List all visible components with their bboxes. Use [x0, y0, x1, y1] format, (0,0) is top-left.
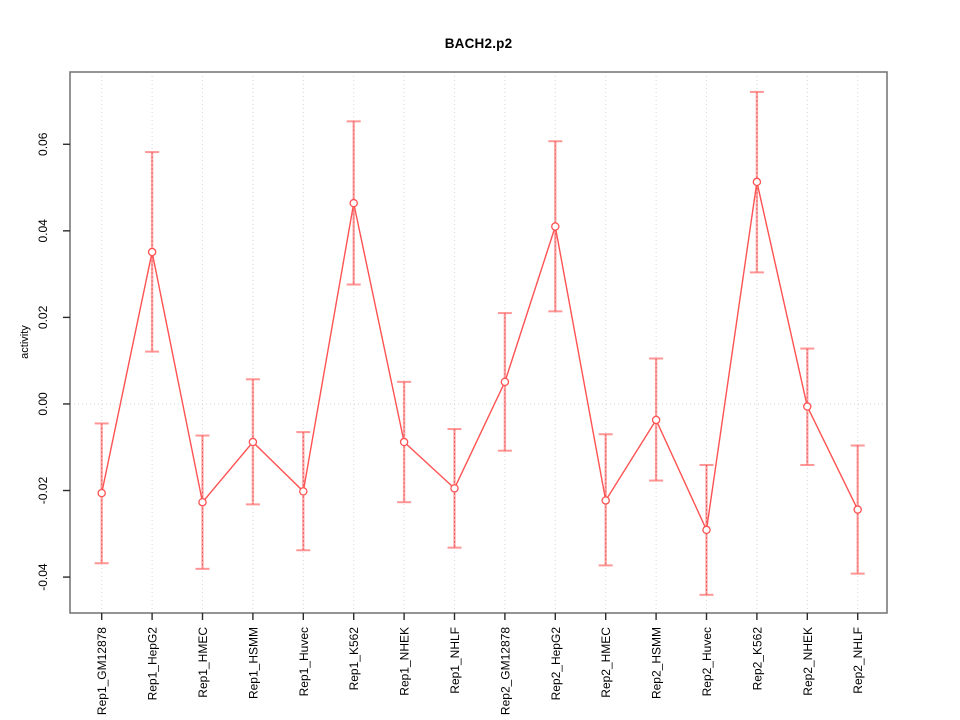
data-point: [853, 505, 862, 514]
y-tick-label: -0.04: [36, 563, 50, 591]
data-point: [702, 525, 711, 535]
x-tick-label: Rep1_K562: [347, 627, 361, 691]
data-point: [551, 222, 560, 231]
x-tick-label: Rep2_HMEC: [599, 627, 613, 698]
data-point: [450, 484, 459, 493]
y-tick-label: 0.04: [36, 219, 50, 243]
data-point: [97, 488, 106, 498]
x-tick-label: Rep1_HepG2: [146, 627, 160, 701]
data-point: [601, 496, 610, 505]
data-point: [299, 487, 308, 496]
x-tick-label: Rep2_HepG2: [549, 627, 563, 701]
y-tick-label: 0.02: [36, 305, 50, 329]
plot-box: [69, 71, 888, 614]
data-point: [349, 198, 358, 208]
x-tick-label: Rep2_Huvec: [700, 627, 714, 696]
y-tick-label: -0.02: [36, 477, 50, 505]
x-tick-label: Rep2_HSMM: [650, 627, 664, 699]
x-tick-label: Rep2_NHEK: [801, 627, 815, 696]
x-tick-label: Rep1_HSMM: [246, 627, 260, 699]
y-tick-label: 0.06: [36, 132, 50, 156]
data-point: [399, 437, 409, 447]
x-tick-label: Rep2_GM12878: [498, 627, 512, 715]
data-point: [803, 402, 812, 411]
chart-title: BACH2.p2: [444, 36, 513, 51]
y-tick-label: 0.00: [36, 392, 50, 416]
data-point: [651, 415, 661, 425]
x-tick-label: Rep1_NHLF: [448, 627, 462, 694]
x-tick-label: Rep1_Huvec: [297, 627, 311, 696]
x-tick-label: Rep1_NHEK: [398, 627, 412, 696]
x-tick-label: Rep2_K562: [750, 627, 764, 691]
data-point: [198, 497, 207, 507]
x-tick-label: Rep1_HMEC: [196, 627, 210, 698]
x-tick-label: Rep2_NHLF: [851, 627, 865, 694]
data-point: [248, 437, 258, 447]
series-line: [101, 181, 859, 533]
x-tick-label: Rep1_GM12878: [95, 627, 109, 715]
data-point: [147, 247, 157, 257]
data-point: [752, 177, 762, 187]
data-point: [500, 377, 510, 387]
